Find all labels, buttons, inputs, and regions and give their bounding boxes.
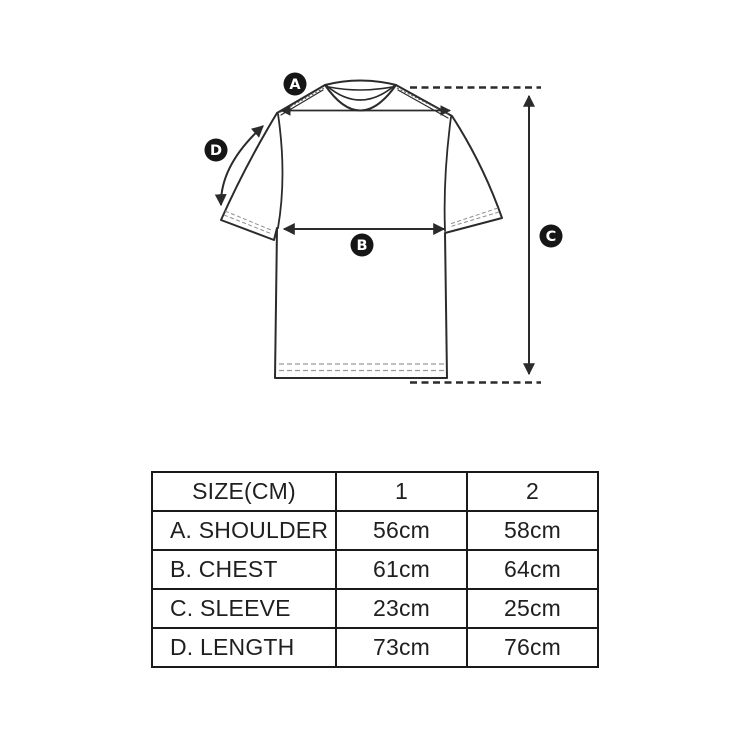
header-size-cm: SIZE(CM) [151,471,337,512]
length-size-2-value: 76cm [466,627,599,668]
sleeve-measure-arrow [214,125,264,207]
table-row-chest: B. CHEST 61cm 64cm [151,549,599,590]
sleeve-size-2-value: 25cm [466,588,599,629]
shoulder-size-2-value: 58cm [466,510,599,551]
header-size-2: 2 [466,471,599,512]
table-row-length: D. LENGTH 73cm 76cm [151,627,599,668]
tshirt-measurement-diagram: A B C D [204,72,563,384]
badge-c-circle [539,224,563,248]
badge-d-letter: D [210,143,222,159]
badge-b: B [350,233,374,257]
badge-d-circle [204,138,228,162]
badge-a-letter: A [289,77,301,93]
chest-label: B. CHEST [151,549,337,590]
length-size-1-value: 73cm [335,627,468,668]
left-cuff-stitch [223,210,273,235]
sleeve-size-1-value: 23cm [335,588,468,629]
right-armhole-seam [443,116,452,232]
header-size-1: 1 [335,471,468,512]
right-cuff-stitch [448,207,500,228]
size-table-header-row: SIZE(CM) 1 2 [151,471,599,512]
badge-c-letter: C [546,229,557,245]
badge-a: A [283,72,307,96]
right-shoulder-seam [397,89,449,119]
badge-c: C [539,224,563,248]
size-table: SIZE(CM) 1 2 A. SHOULDER 56cm 58cm B. CH… [151,471,599,668]
hem-stitch [279,363,444,372]
left-shoulder-stitch [278,87,325,114]
shoulder-size-1-value: 56cm [335,510,468,551]
badge-b-circle [350,233,374,257]
sleeve-label: C. SLEEVE [151,588,337,629]
badge-d: D [204,138,228,162]
chest-size-2-value: 64cm [466,549,599,590]
length-label: D. LENGTH [151,627,337,668]
left-armhole-seam [277,113,284,229]
badge-a-circle [283,72,307,96]
collar-inner-line [326,85,395,101]
collar-back-neck-line [328,86,393,91]
table-row-sleeve: C. SLEEVE 23cm 25cm [151,588,599,629]
badge-b-letter: B [356,238,367,254]
shoulder-label: A. SHOULDER [151,510,337,551]
chest-size-1-value: 61cm [335,549,468,590]
table-row-shoulder: A. SHOULDER 56cm 58cm [151,510,599,551]
